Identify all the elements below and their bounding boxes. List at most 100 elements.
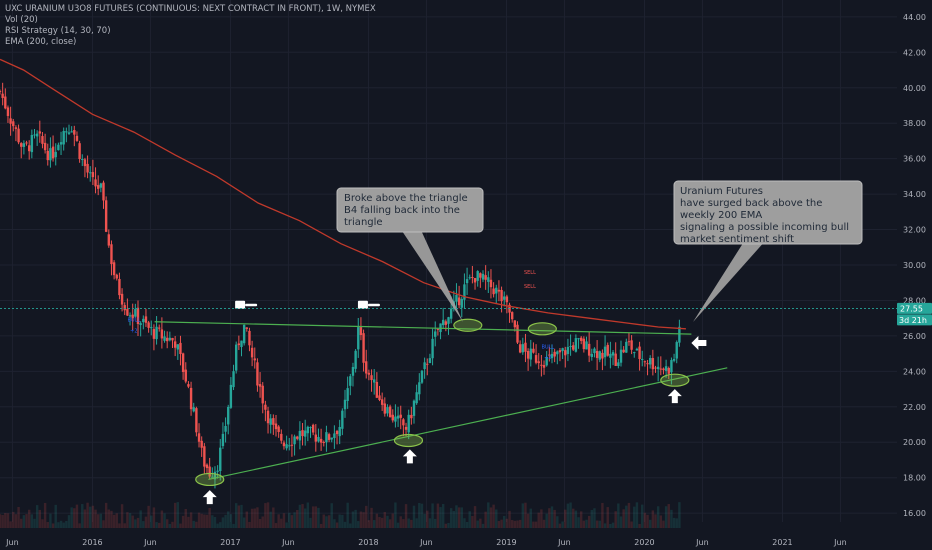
volume-bar	[503, 515, 506, 528]
candle-body	[264, 404, 267, 410]
volume-bar	[144, 516, 148, 528]
candle-body	[489, 279, 493, 288]
volume-bar	[293, 512, 296, 528]
volume-bar	[75, 504, 79, 528]
volume-bar	[303, 508, 307, 528]
volume-bar	[566, 503, 570, 528]
volume-bar	[582, 520, 586, 528]
volume-bar	[354, 509, 357, 528]
volume-bar	[343, 521, 347, 528]
candle-body	[505, 296, 509, 303]
volume-bar	[351, 511, 355, 528]
signal-label: SELL	[524, 284, 536, 290]
candle-body	[524, 342, 527, 352]
volume-bar	[6, 513, 10, 528]
candle-body	[203, 446, 206, 467]
candle-body	[441, 319, 445, 326]
candle-body	[155, 326, 158, 340]
candle-body	[250, 347, 254, 358]
callout-broke-above-line-1: Broke above the triangle	[344, 193, 468, 204]
candle-body	[96, 185, 100, 189]
volume-bar	[513, 520, 517, 528]
candle-body	[436, 328, 440, 330]
volume-bar	[362, 512, 365, 528]
volume-bar	[327, 515, 331, 528]
y-tick-label: 32.00	[903, 226, 926, 235]
volume-bar	[606, 507, 609, 528]
volume-bar	[370, 507, 373, 528]
legend-vol[interactable]: Vol (20)	[5, 15, 38, 25]
candle-body	[311, 424, 315, 433]
volume-bar	[635, 502, 639, 528]
candle-body	[41, 136, 44, 144]
volume-bar	[147, 505, 150, 528]
candle-body	[351, 367, 355, 376]
volume-bar	[136, 517, 140, 528]
volume-bar	[224, 514, 227, 528]
volume-bar	[593, 508, 596, 528]
highlight-ellipse	[195, 472, 225, 487]
candle-body	[306, 426, 310, 434]
candle-body	[179, 342, 182, 355]
x-tick-label: Jun	[281, 538, 295, 547]
volume-bar	[301, 504, 304, 528]
legend-ema[interactable]: EMA (200, close)	[5, 37, 77, 47]
candle-body	[104, 200, 108, 232]
volume-bar	[579, 511, 583, 528]
volume-bar	[200, 513, 203, 528]
candle-body	[288, 445, 291, 447]
volume-bar	[402, 519, 405, 528]
volume-bar	[558, 523, 562, 528]
volume-bar	[386, 515, 389, 528]
candle-body	[402, 419, 405, 426]
volume-bar	[338, 514, 341, 528]
volume-bar	[57, 522, 60, 528]
volume-bar	[625, 505, 628, 528]
candle-body	[587, 343, 591, 356]
candle-body	[205, 464, 209, 469]
candle-body	[86, 163, 89, 173]
callout-broke-above-pointer	[400, 228, 463, 322]
volume-bar	[264, 503, 267, 528]
candle-body	[537, 361, 540, 364]
candle-body	[457, 297, 461, 306]
candle-body	[622, 349, 625, 353]
candle-body	[139, 323, 142, 325]
bar-countdown-value: 3d 21h	[899, 316, 927, 325]
volume-bar	[545, 513, 548, 528]
candle-body	[635, 348, 639, 351]
candle-body	[229, 384, 233, 408]
y-tick-label: 44.00	[903, 13, 926, 22]
candle-body	[65, 131, 68, 133]
candle-body	[412, 400, 416, 416]
candle-body	[638, 346, 641, 360]
volume-bar	[526, 513, 530, 528]
volume-bar	[195, 521, 198, 528]
candle-body	[561, 348, 564, 352]
candle-body	[579, 337, 583, 341]
legend-title[interactable]: UXC URANIUM U3O8 FUTURES (CONTINUOUS: NE…	[5, 4, 376, 14]
candle-body	[274, 423, 278, 430]
volume-bar	[380, 517, 384, 528]
volume-bar	[14, 514, 18, 528]
volume-bar	[410, 519, 413, 528]
volume-bar	[285, 522, 288, 528]
candle-body	[487, 277, 490, 282]
volume-bar	[497, 521, 501, 528]
candle-body	[572, 345, 575, 350]
candle-body	[200, 440, 203, 448]
volume-bar	[662, 520, 665, 528]
volume-bar	[614, 511, 617, 528]
candle-body	[319, 438, 323, 443]
legend-rsi[interactable]: RSI Strategy (14, 30, 70)	[5, 26, 111, 36]
callout-surged: Uranium Futures have surged back above t…	[673, 180, 863, 322]
volume-bar	[319, 523, 323, 528]
candle-body	[118, 279, 121, 296]
volume-bar	[0, 514, 2, 528]
candle-body	[654, 367, 657, 369]
volume-bar	[441, 504, 445, 528]
volume-bar	[391, 513, 394, 528]
volume-bar	[396, 522, 400, 528]
volume-bar	[423, 513, 426, 528]
